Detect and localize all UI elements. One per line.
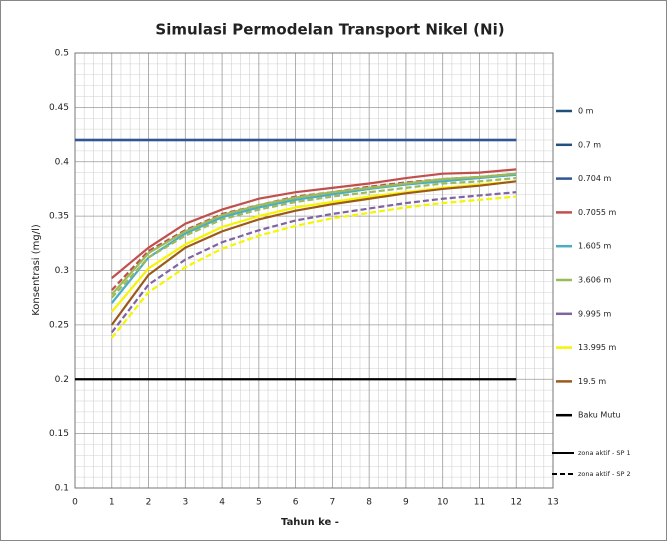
legend-label: 13.995 m	[578, 343, 617, 352]
y-axis-label: Konsentrasi (mg/l)	[31, 224, 42, 316]
x-tick-label: 8	[366, 498, 372, 508]
x-tick-label: 12	[511, 498, 522, 508]
y-tick-label: 0.35	[49, 212, 69, 222]
legend-style-label: zona aktif - SP 1	[578, 449, 631, 457]
legend-label: 9.995 m	[578, 309, 611, 318]
legend-label: 0.7055 m	[578, 208, 617, 217]
line-sp1	[110, 172, 517, 296]
y-tick-label: 0.5	[55, 49, 69, 59]
x-tick-label: 9	[403, 498, 409, 508]
plot-lines	[75, 138, 517, 381]
legend-label: 0.704 m	[578, 174, 611, 183]
legend-label: 19.5 m	[578, 377, 606, 386]
y-tick-label: 0.25	[49, 320, 69, 330]
y-tick-label: 0.4	[55, 157, 70, 167]
legend-label: Baku Mutu	[578, 411, 621, 420]
x-tick-label: 7	[330, 498, 336, 508]
x-tick-label: 4	[219, 498, 225, 508]
line-sp1	[110, 180, 517, 326]
x-tick-label: 11	[474, 498, 485, 508]
x-tick-label: 13	[547, 498, 558, 508]
y-tick-label: 0.3	[55, 266, 69, 276]
chart-title: Simulasi Permodelan Transport Nikel (Ni)	[155, 21, 504, 39]
legend-label: 1.605 m	[578, 242, 611, 251]
x-tick-label: 5	[256, 498, 262, 508]
legend-style-label: zona aktif - SP 2	[578, 470, 631, 478]
y-tick-label: 0.2	[55, 375, 69, 385]
y-tick-label: 0.1	[55, 484, 69, 494]
line-sp1	[111, 168, 517, 279]
legend: 0 m 0.7 m 0.704 m 0.7055 m 1.605 m 3.606 m 9.9…	[552, 107, 631, 478]
legend-label: 3.606 m	[578, 276, 611, 285]
line-sp1	[110, 173, 517, 304]
x-axis-label: Tahun ke -	[281, 517, 339, 528]
line-sp2	[110, 176, 517, 299]
y-tick-label: 0.15	[49, 429, 69, 439]
y-tick-label: 0.45	[49, 103, 69, 113]
x-tick-label: 1	[109, 498, 115, 508]
legend-label: 0 m	[578, 107, 594, 116]
plot-border	[74, 52, 554, 489]
x-tick-label: 2	[146, 498, 152, 508]
x-tick-label: 10	[437, 498, 449, 508]
line-sp2	[110, 195, 517, 339]
x-tick-label: 3	[182, 498, 188, 508]
x-tick-label: 0	[72, 498, 78, 508]
x-tick-label: 6	[293, 498, 299, 508]
legend-label: 0.7 m	[578, 140, 601, 149]
